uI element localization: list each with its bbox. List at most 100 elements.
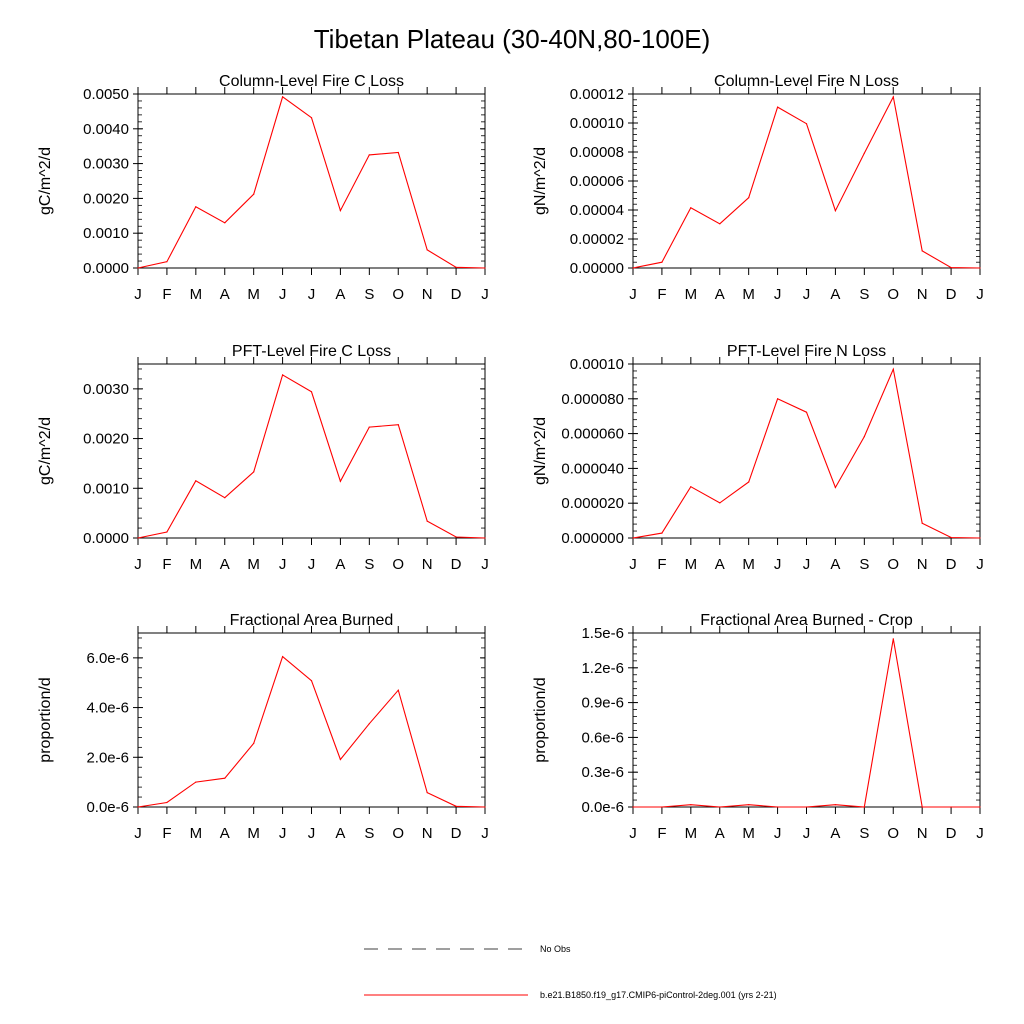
- x-tick-label: J: [279, 286, 287, 303]
- chart-panel: PFT-Level Fire N Loss 0.000000 0.000020 0.0…: [532, 343, 984, 573]
- x-tick-label: M: [685, 825, 698, 842]
- y-axis-label: proportion/d: [532, 677, 549, 762]
- data-point: [690, 207, 692, 209]
- legend-obs-label: No Obs: [540, 944, 571, 954]
- y-tick-label: 0.0e-6: [86, 799, 129, 816]
- x-tick-label: J: [803, 825, 811, 842]
- y-tick-label: 0.0030: [83, 156, 129, 173]
- y-tick-label: 0.0010: [83, 480, 129, 497]
- x-tick-label: O: [392, 556, 404, 573]
- chart-panel: Fractional Area Burned 0.0e-6 2.0e-6 4.0e-6…: [37, 612, 489, 842]
- data-point: [863, 152, 865, 154]
- x-tick-label: M: [190, 286, 203, 303]
- x-tick-label: M: [247, 286, 260, 303]
- data-point: [892, 368, 894, 370]
- data-point: [719, 502, 721, 504]
- data-point: [224, 497, 226, 499]
- y-axis-label: gN/m^2/d: [532, 417, 549, 485]
- x-tick-label: D: [946, 556, 957, 573]
- x-tick-label: J: [481, 825, 489, 842]
- y-tick-label: 0.0040: [83, 121, 129, 138]
- x-tick-label: M: [742, 286, 755, 303]
- data-point: [310, 680, 313, 682]
- figure-title: Tibetan Plateau (30-40N,80-100E): [314, 24, 711, 54]
- data-point: [368, 426, 370, 428]
- x-tick-label: M: [685, 556, 698, 573]
- data-point: [455, 536, 457, 538]
- data-point: [690, 486, 692, 488]
- data-point: [195, 781, 197, 783]
- data-point: [484, 267, 486, 269]
- data-point: [426, 249, 428, 251]
- x-tick-label: J: [976, 825, 984, 842]
- x-tick-label: D: [946, 825, 957, 842]
- y-tick-label: 0.00012: [570, 86, 624, 103]
- plot-frame: [137, 93, 486, 269]
- x-tick-label: D: [946, 286, 957, 303]
- data-point: [339, 210, 341, 212]
- x-tick-label: F: [657, 825, 666, 842]
- y-tick-label: 0.00002: [570, 231, 624, 248]
- y-tick-label: 0.6e-6: [581, 729, 624, 746]
- data-point: [455, 266, 457, 268]
- y-axis-label: proportion/d: [37, 677, 54, 762]
- x-tick-label: J: [774, 286, 782, 303]
- data-point: [748, 197, 750, 199]
- data-point: [950, 536, 952, 539]
- y-tick-label: 6.0e-6: [86, 650, 129, 667]
- y-tick-label: 0.000040: [561, 460, 624, 477]
- panel-title: PFT-Level Fire N Loss: [727, 343, 886, 360]
- x-tick-label: J: [134, 825, 142, 842]
- data-point: [777, 806, 779, 808]
- data-point: [979, 267, 981, 269]
- series-line: [632, 367, 981, 539]
- data-point: [195, 480, 197, 482]
- y-tick-label: 0.3e-6: [581, 764, 624, 781]
- x-tick-label: J: [308, 825, 316, 842]
- data-point: [921, 806, 923, 808]
- x-tick-label: M: [742, 825, 755, 842]
- data-point: [661, 261, 663, 263]
- x-tick-label: A: [830, 286, 840, 303]
- x-tick-label: S: [859, 825, 869, 842]
- y-tick-label: 0.0020: [83, 431, 129, 448]
- data-point: [166, 261, 168, 263]
- data-point: [748, 481, 750, 483]
- data-point: [805, 806, 808, 808]
- y-tick-label: 0.00004: [570, 202, 624, 219]
- series-line: [633, 638, 980, 808]
- data-point: [632, 537, 634, 539]
- panel-title: Column-Level Fire N Loss: [714, 73, 899, 90]
- x-tick-label: A: [220, 286, 230, 303]
- x-tick-label: N: [422, 556, 433, 573]
- x-tick-label: O: [392, 825, 404, 842]
- x-tick-label: A: [335, 556, 345, 573]
- data-point: [979, 537, 981, 539]
- x-tick-label: M: [742, 556, 755, 573]
- plot-frame: [137, 363, 486, 539]
- x-tick-label: M: [247, 556, 260, 573]
- y-tick-label: 1.5e-6: [581, 625, 624, 642]
- data-point: [632, 267, 634, 269]
- x-tick-label: J: [134, 286, 142, 303]
- data-point: [632, 806, 634, 808]
- data-point: [368, 154, 370, 156]
- x-tick-label: F: [162, 556, 171, 573]
- x-tick-label: J: [629, 286, 637, 303]
- y-tick-label: 0.000060: [561, 426, 624, 443]
- series-line: [137, 374, 486, 539]
- data-point: [137, 537, 139, 539]
- data-point: [339, 758, 341, 761]
- data-point: [719, 806, 721, 808]
- data-point: [426, 520, 428, 522]
- x-tick-label: J: [629, 556, 637, 573]
- plot-frame: [632, 93, 981, 269]
- y-tick-label: 0.0050: [83, 86, 129, 103]
- x-tick-label: O: [887, 825, 899, 842]
- x-tick-label: J: [308, 286, 316, 303]
- x-tick-label: S: [364, 825, 374, 842]
- data-point: [282, 374, 284, 376]
- y-tick-label: 0.00010: [570, 115, 624, 132]
- y-tick-label: 0.00008: [570, 144, 624, 161]
- data-point: [282, 96, 284, 98]
